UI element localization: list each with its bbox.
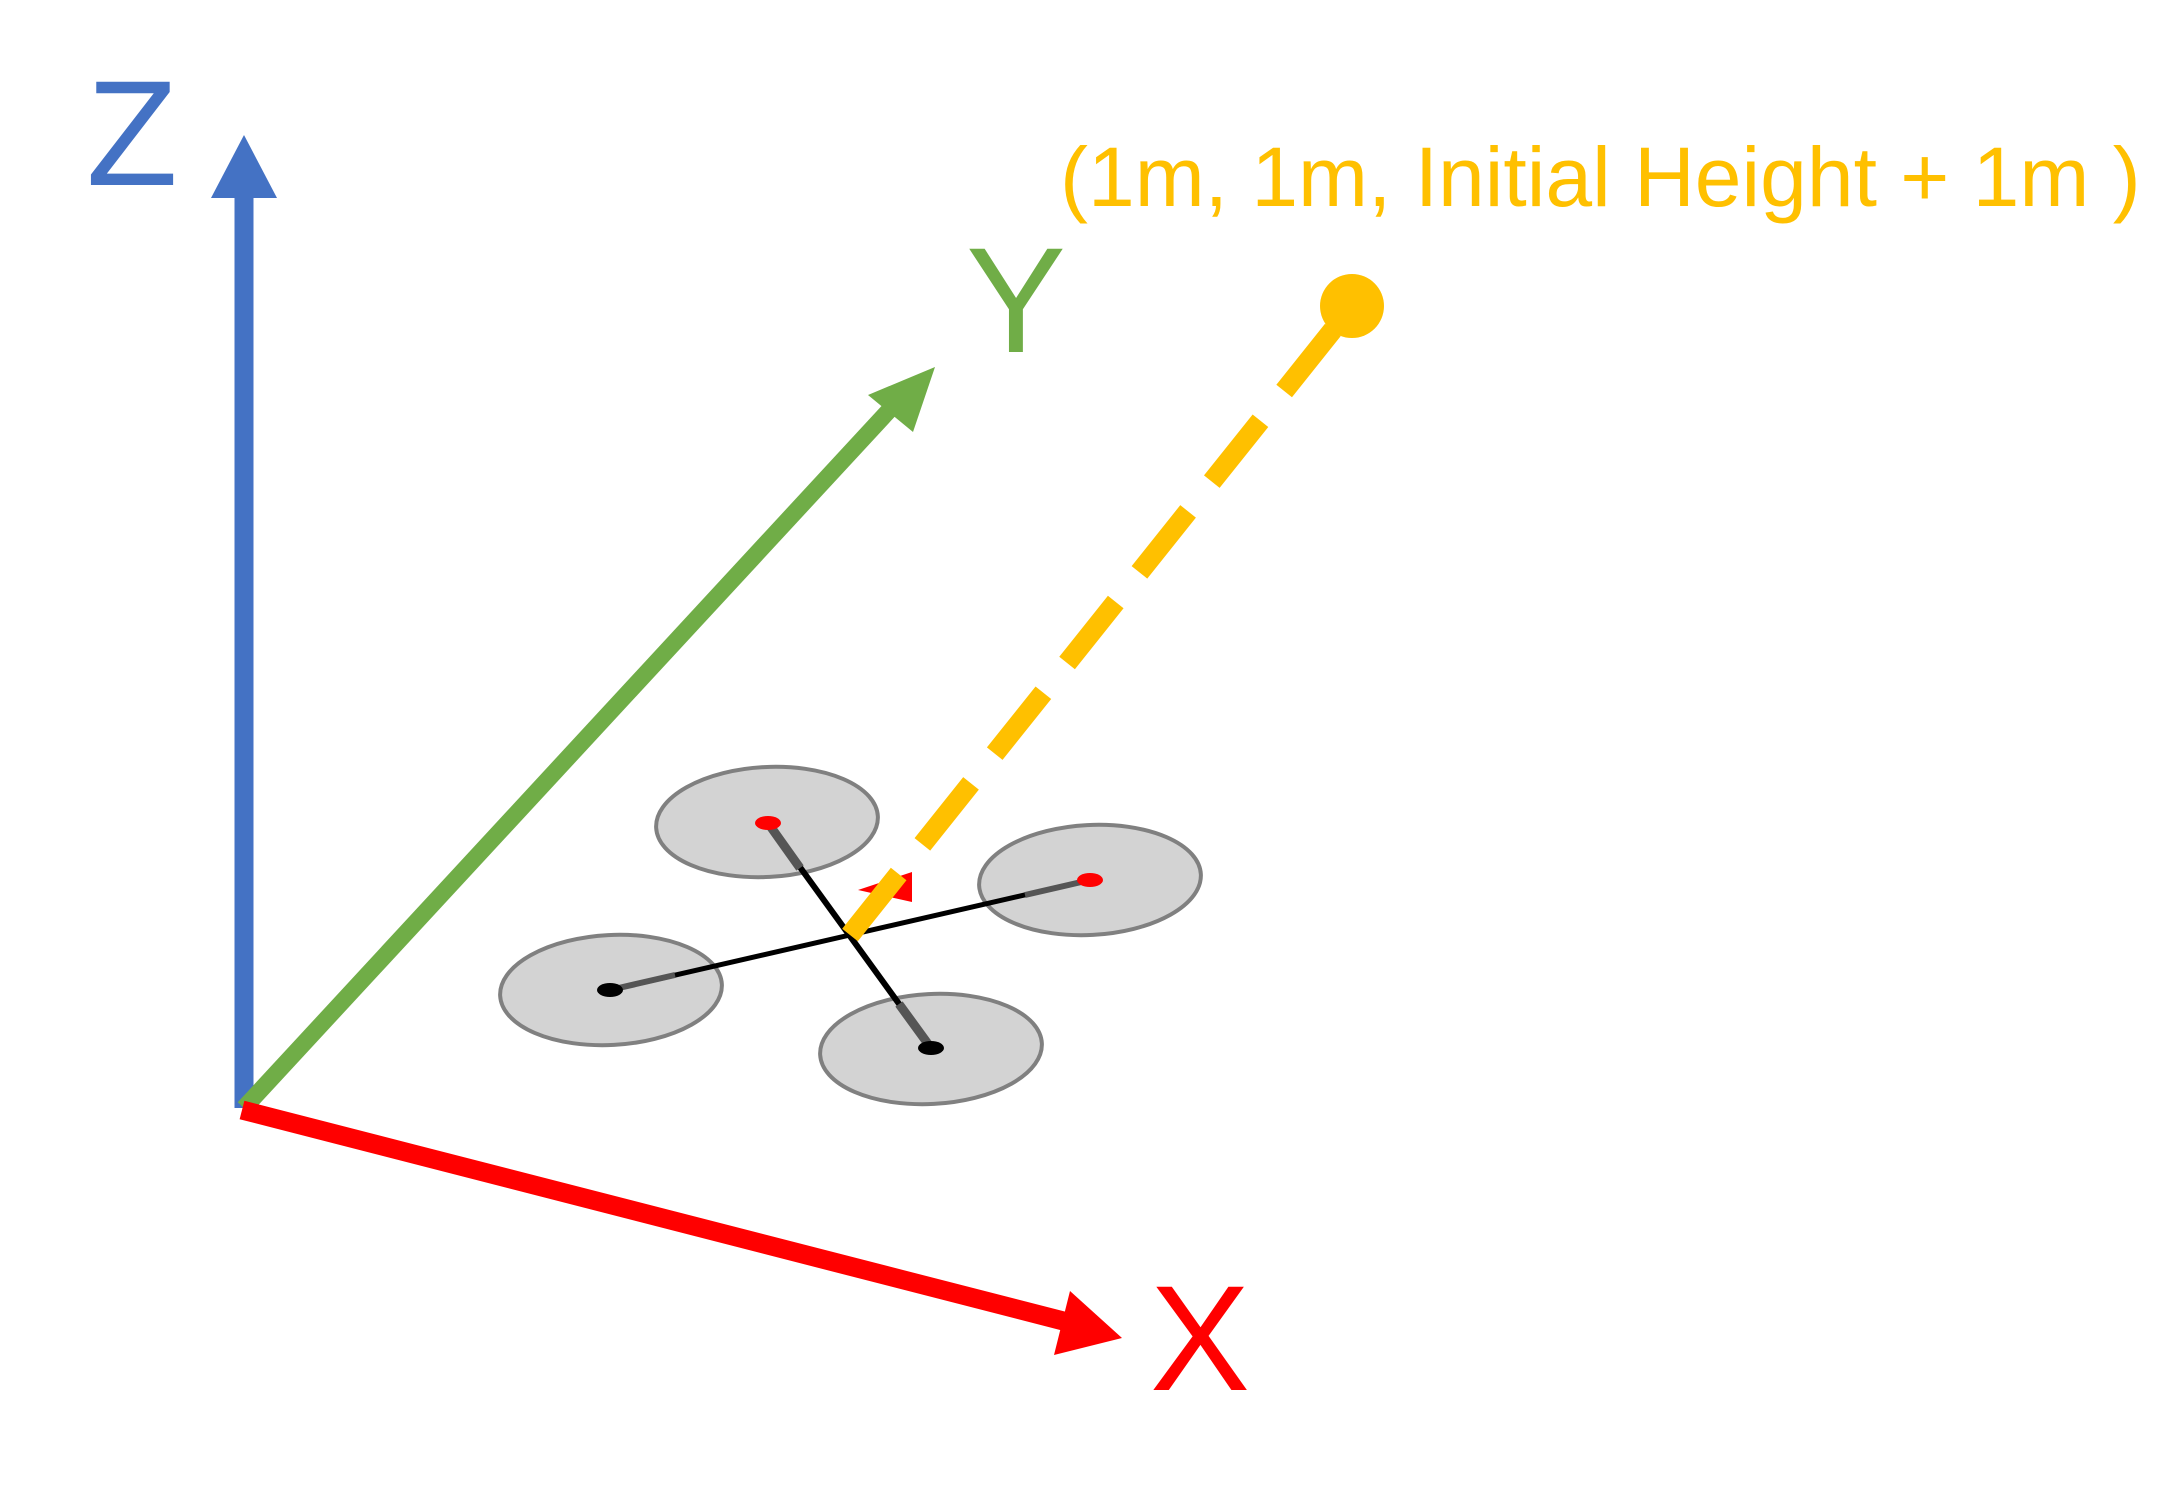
x-axis-line [239, 1100, 1078, 1334]
quadcopter [498, 764, 1203, 1107]
y-axis-label: Y [966, 216, 1066, 384]
motor-rear-right [918, 1041, 944, 1055]
x-axis: X [239, 1100, 1250, 1422]
z-axis: Z [86, 49, 277, 1108]
z-axis-arrowhead [211, 135, 277, 198]
motors [597, 816, 1103, 1055]
target-point [1320, 274, 1384, 338]
arm-stub-front-left [764, 820, 804, 871]
rotor-disks [498, 764, 1203, 1107]
target-label: (1m, 1m, Initial Height + 1m ) [1060, 130, 2141, 224]
x-axis-label: X [1150, 1254, 1250, 1422]
arm-stub-rear-right [895, 1001, 935, 1051]
target-path-dashed-line [842, 299, 1360, 942]
motor-rear-left [597, 983, 623, 997]
motor-front-right [1077, 873, 1103, 887]
x-axis-arrowhead [1054, 1291, 1122, 1355]
y-axis-arrowhead [868, 367, 935, 432]
y-axis-line [237, 399, 901, 1114]
target-path: (1m, 1m, Initial Height + 1m ) [842, 130, 2141, 942]
y-axis: Y [237, 216, 1066, 1114]
motor-front-left [755, 816, 781, 830]
z-axis-label: Z [86, 49, 178, 217]
